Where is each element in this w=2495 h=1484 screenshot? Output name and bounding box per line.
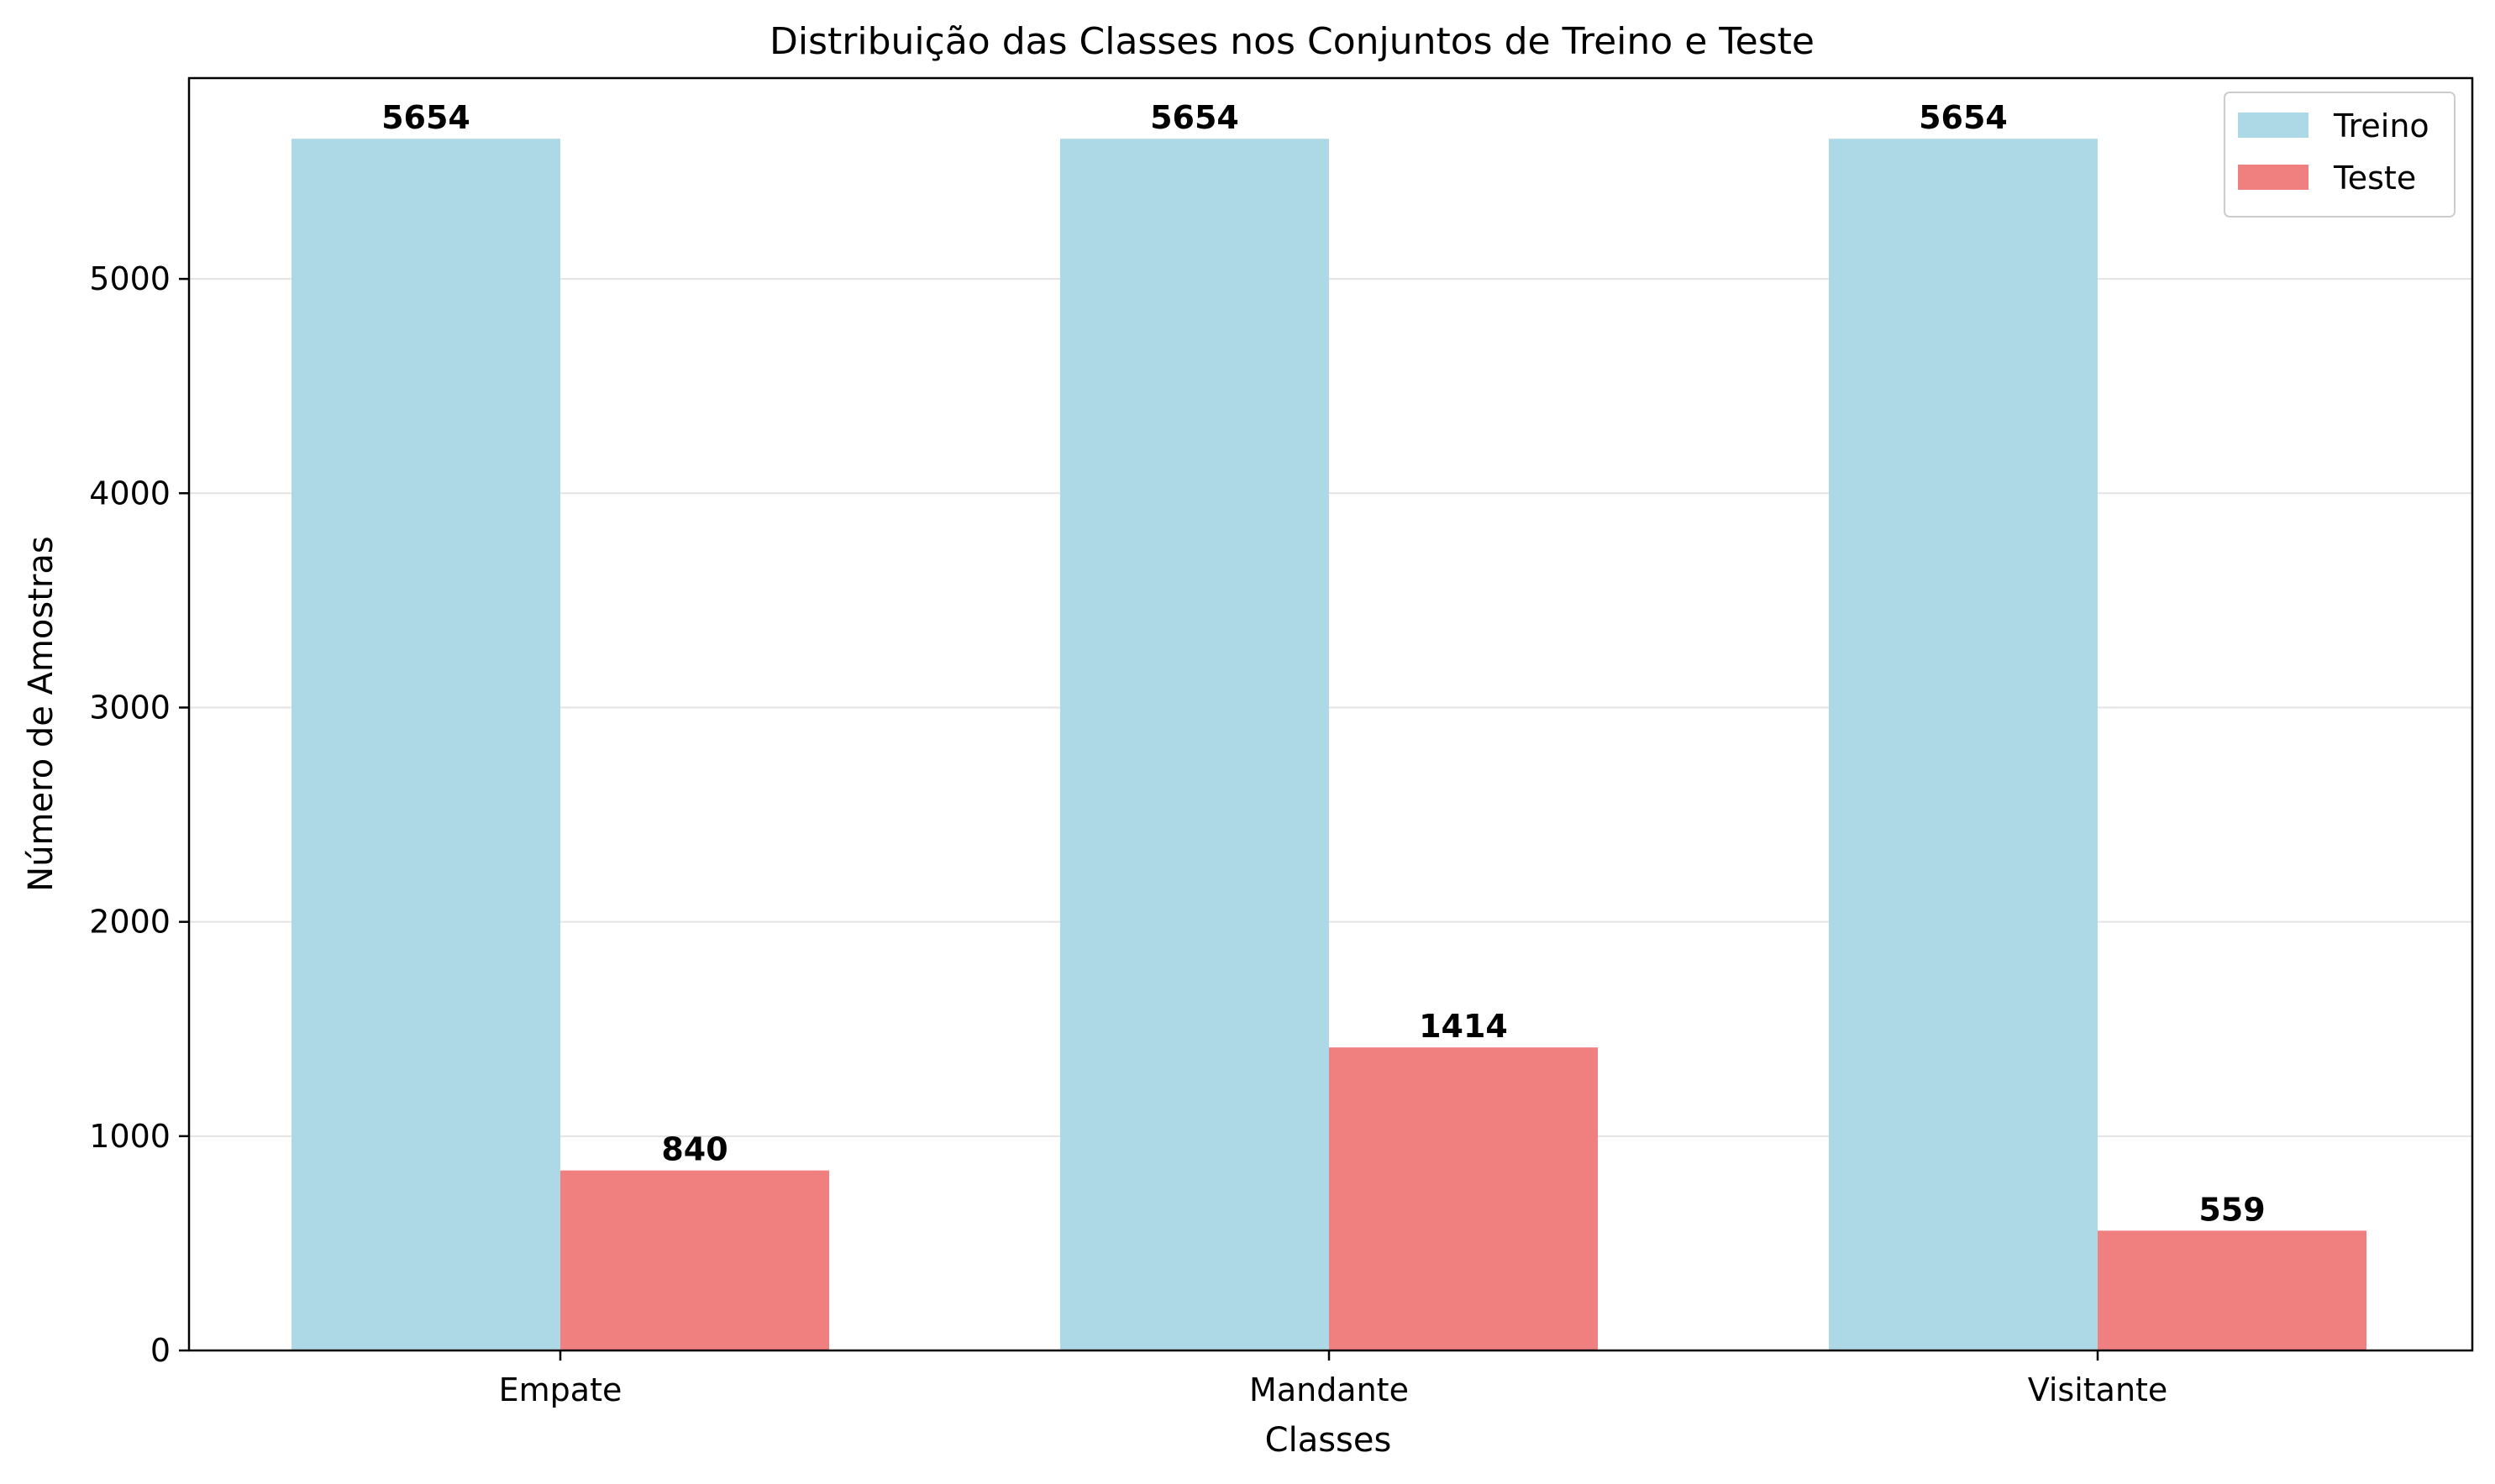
bar-teste-mandante xyxy=(1329,1047,1598,1350)
y-axis-label: Número de Amostras xyxy=(22,536,60,891)
x-tick-label: Empate xyxy=(499,1371,622,1408)
y-tick-label: 3000 xyxy=(89,689,171,726)
legend-label: Teste xyxy=(2333,160,2416,197)
y-tick-label: 5000 xyxy=(89,260,171,297)
legend-swatch-teste xyxy=(2238,165,2309,190)
value-labels: 5654 840 5654 1414 5654 559 xyxy=(381,99,2266,1228)
legend: Treino Teste xyxy=(2224,92,2456,218)
legend-swatch-treino xyxy=(2238,113,2309,138)
value-label: 5654 xyxy=(1919,99,2008,136)
x-axis: Empate Mandante Visitante xyxy=(499,1350,2168,1408)
bar-teste-empate xyxy=(560,1170,829,1350)
value-label: 1414 xyxy=(1419,1008,1508,1045)
y-tick-label: 0 xyxy=(150,1332,171,1369)
bar-treino-mandante xyxy=(1060,139,1329,1350)
value-label: 5654 xyxy=(1150,99,1239,136)
value-label: 840 xyxy=(661,1131,727,1168)
bar-treino-visitante xyxy=(1829,139,2098,1350)
x-tick-label: Mandante xyxy=(1249,1371,1409,1408)
y-tick-label: 2000 xyxy=(89,904,171,941)
chart-title: Distribuição das Classes nos Conjuntos d… xyxy=(770,20,1815,63)
y-axis: 0 1000 2000 3000 4000 5000 xyxy=(89,260,189,1369)
y-tick-label: 1000 xyxy=(89,1118,171,1155)
value-label: 559 xyxy=(2198,1191,2265,1228)
x-tick-label: Visitante xyxy=(2028,1371,2168,1408)
legend-label: Treino xyxy=(2333,107,2429,144)
bar-treino-empate xyxy=(292,139,560,1350)
plot-frame xyxy=(187,76,2474,1352)
x-axis-label: Classes xyxy=(1265,1421,1392,1460)
value-label: 5654 xyxy=(381,99,470,136)
y-tick-label: 4000 xyxy=(89,475,171,511)
bar-teste-visitante xyxy=(2098,1230,2366,1350)
bars xyxy=(292,139,2366,1350)
